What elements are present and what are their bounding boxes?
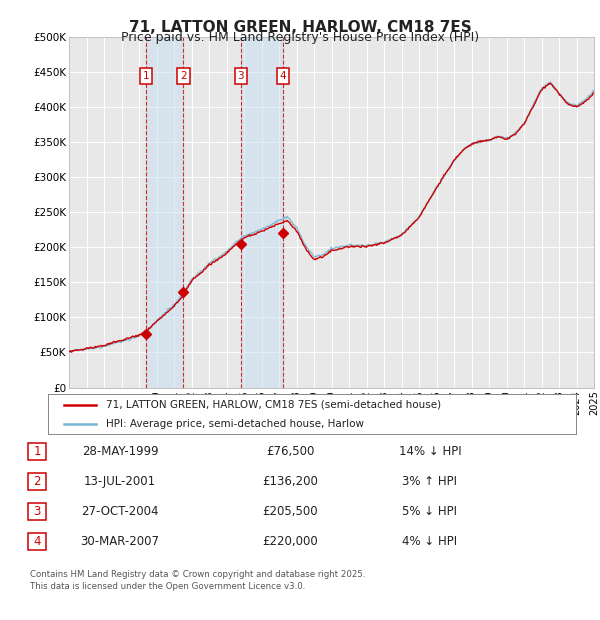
Text: 71, LATTON GREEN, HARLOW, CM18 7ES (semi-detached house): 71, LATTON GREEN, HARLOW, CM18 7ES (semi… [106,400,441,410]
Text: 3: 3 [34,505,41,518]
Text: HPI: Average price, semi-detached house, Harlow: HPI: Average price, semi-detached house,… [106,419,364,429]
Bar [241,37,283,387]
Text: 4: 4 [280,71,287,81]
Text: 14% ↓ HPI: 14% ↓ HPI [398,445,461,458]
Text: 28-MAY-1999: 28-MAY-1999 [82,445,158,458]
Text: Price paid vs. HM Land Registry's House Price Index (HPI): Price paid vs. HM Land Registry's House … [121,31,479,44]
Text: 2: 2 [33,475,41,488]
Text: 13-JUL-2001: 13-JUL-2001 [84,475,156,488]
Text: 27-OCT-2004: 27-OCT-2004 [81,505,159,518]
Text: 71, LATTON GREEN, HARLOW, CM18 7ES: 71, LATTON GREEN, HARLOW, CM18 7ES [128,20,472,35]
Text: 5% ↓ HPI: 5% ↓ HPI [403,505,458,518]
FancyBboxPatch shape [28,473,46,490]
Text: 1: 1 [33,445,41,458]
Text: 3% ↑ HPI: 3% ↑ HPI [403,475,458,488]
FancyBboxPatch shape [28,443,46,460]
FancyBboxPatch shape [28,503,46,520]
Text: 3: 3 [238,71,244,81]
Text: Contains HM Land Registry data © Crown copyright and database right 2025.
This d: Contains HM Land Registry data © Crown c… [30,570,365,591]
Text: £136,200: £136,200 [262,475,318,488]
Text: £76,500: £76,500 [266,445,314,458]
FancyBboxPatch shape [28,533,46,550]
Text: 30-MAR-2007: 30-MAR-2007 [80,535,160,548]
Text: 4: 4 [33,535,41,548]
Text: 1: 1 [143,71,149,81]
Text: 4% ↓ HPI: 4% ↓ HPI [403,535,458,548]
Text: £205,500: £205,500 [262,505,318,518]
Text: 2: 2 [180,71,187,81]
Bar [146,37,183,387]
Text: £220,000: £220,000 [262,535,318,548]
